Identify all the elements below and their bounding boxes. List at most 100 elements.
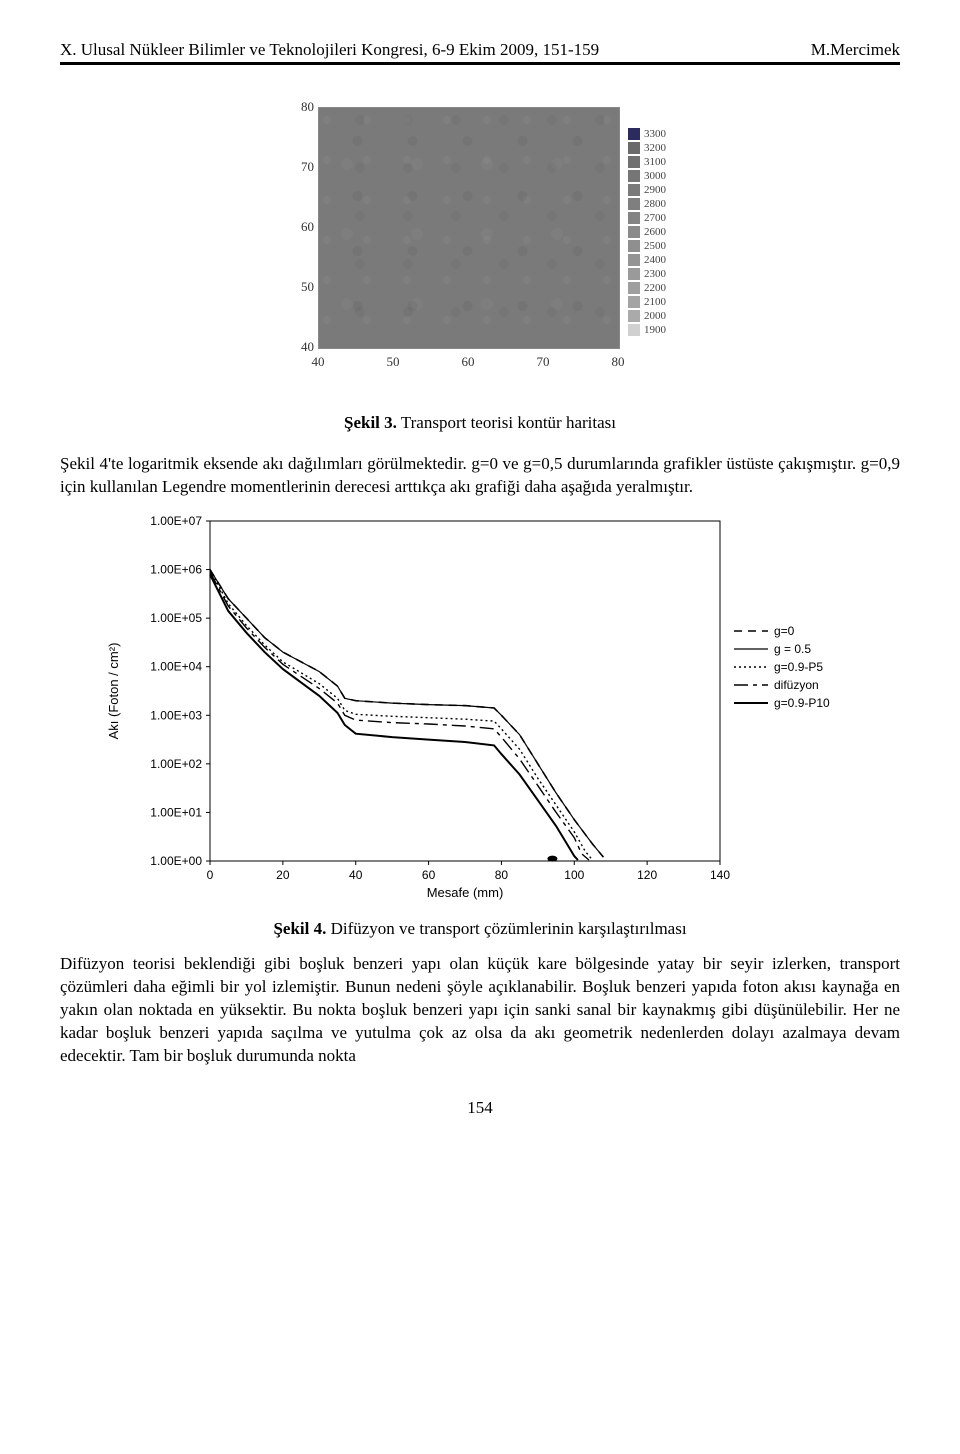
linechart-svg: 1.00E+07 1.00E+06 1.00E+05 1.00E+04 1.00E+03… — [100, 511, 860, 911]
y-tick: 60 — [292, 219, 314, 235]
y-tick-label: 1.00E+00 — [150, 854, 202, 868]
legend-entry: 3100 — [628, 155, 678, 169]
artefact-dot — [547, 855, 557, 861]
series-g=0 — [210, 569, 603, 857]
legend-entry: 2600 — [628, 225, 678, 239]
legend-swatch — [628, 170, 640, 182]
x-tick-label: 60 — [422, 868, 436, 882]
legend-entry: 3300 — [628, 127, 678, 141]
page-number: 154 — [60, 1098, 900, 1118]
legend-entry: 2900 — [628, 183, 678, 197]
x-tick-label: 100 — [564, 868, 584, 882]
legend-value: 2300 — [644, 268, 666, 280]
legend-value: 2000 — [644, 310, 666, 322]
legend-swatch — [628, 184, 640, 196]
legend-entry: 2800 — [628, 197, 678, 211]
x-tick-label: 120 — [637, 868, 657, 882]
legend-value: 3200 — [644, 142, 666, 154]
y-tick-label: 1.00E+04 — [150, 660, 202, 674]
y-tick-label: 1.00E+02 — [150, 757, 202, 771]
x-tick-label: 80 — [495, 868, 509, 882]
legend-value: 2800 — [644, 198, 666, 210]
x-tick: 60 — [462, 354, 475, 370]
series-g=0.9-P10 — [210, 574, 578, 860]
x-tick-label: 20 — [276, 868, 290, 882]
legend-entry: 2500 — [628, 239, 678, 253]
x-tick-label: 40 — [349, 868, 363, 882]
legend-label: difüzyon — [774, 678, 819, 692]
y-tick-label: 1.00E+03 — [150, 708, 202, 722]
y-tick: 70 — [292, 159, 314, 175]
legend-swatch — [628, 226, 640, 238]
x-tick: 80 — [612, 354, 625, 370]
legend-swatch — [628, 324, 640, 336]
legend-value: 2400 — [644, 254, 666, 266]
paragraph-2: Difüzyon teorisi beklendiği gibi boşluk … — [60, 953, 900, 1068]
legend-swatch — [628, 198, 640, 210]
y-tick: 40 — [292, 339, 314, 355]
y-axis-label: Akı (Foton / cm²) — [106, 642, 121, 739]
legend-swatch — [628, 142, 640, 154]
legend-label: g=0.9-P5 — [774, 660, 823, 674]
legend-value: 2600 — [644, 226, 666, 238]
figure-3-caption: Şekil 3. Transport teorisi kontür harita… — [344, 413, 616, 433]
y-tick-label: 1.00E+07 — [150, 514, 202, 528]
paragraph-1: Şekil 4'te logaritmik eksende akı dağılı… — [60, 453, 900, 499]
caption-text: Difüzyon ve transport çözümlerinin karşı… — [326, 919, 686, 938]
caption-label: Şekil 3. — [344, 413, 397, 432]
legend-value: 3100 — [644, 156, 666, 168]
legend-swatch — [628, 310, 640, 322]
x-tick: 50 — [387, 354, 400, 370]
y-tick: 80 — [292, 99, 314, 115]
plot-frame — [210, 521, 720, 861]
legend-swatch — [628, 212, 640, 224]
heatmap-plot — [318, 107, 620, 349]
caption-text: Transport teorisi kontür haritası — [397, 413, 616, 432]
header-rule — [60, 62, 900, 65]
x-tick-label: 0 — [207, 868, 214, 882]
running-head-right: M.Mercimek — [811, 40, 900, 60]
y-tick: 50 — [292, 279, 314, 295]
legend-swatch — [628, 268, 640, 280]
legend-entry: 2400 — [628, 253, 678, 267]
noise-layer — [319, 108, 619, 348]
x-axis-label: Mesafe (mm) — [427, 885, 504, 900]
x-tick: 70 — [537, 354, 550, 370]
legend-value: 2500 — [644, 240, 666, 252]
running-head-left: X. Ulusal Nükleer Bilimler ve Teknolojil… — [60, 40, 599, 60]
legend-value: 1900 — [644, 324, 666, 336]
legend-entry: 1900 — [628, 323, 678, 337]
legend-swatch — [628, 296, 640, 308]
legend-value: 2200 — [644, 282, 666, 294]
y-tick-label: 1.00E+05 — [150, 611, 202, 625]
heatmap-legend: 3300 3200 3100 300029002800 2700 2600 2500 2400… — [628, 127, 678, 337]
legend-value: 2100 — [644, 296, 666, 308]
legend-entry: 2700 — [628, 211, 678, 225]
legend-value: 2700 — [644, 212, 666, 224]
legend-entry: 3000 — [628, 169, 678, 183]
legend-label: g=0 — [774, 624, 795, 638]
legend-entry: 3200 — [628, 141, 678, 155]
legend-swatch — [628, 240, 640, 252]
series-difuzyon — [210, 572, 589, 860]
series-g=0.5 — [210, 569, 603, 857]
legend-label: g=0.9-P10 — [774, 696, 830, 710]
figure-3: 80 70 60 50 40 40 50 60 70 80 3300 3200 31… — [60, 95, 900, 433]
legend-entry: 2100 — [628, 295, 678, 309]
caption-label: Şekil 4. — [273, 919, 326, 938]
legend-swatch — [628, 254, 640, 266]
running-head: X. Ulusal Nükleer Bilimler ve Teknolojil… — [60, 40, 900, 60]
x-tick: 40 — [312, 354, 325, 370]
legend-entry: 2300 — [628, 267, 678, 281]
legend-swatch — [628, 282, 640, 294]
legend-value: 3000 — [644, 170, 666, 182]
y-tick-label: 1.00E+06 — [150, 562, 202, 576]
legend-label: g = 0.5 — [774, 642, 811, 656]
legend-value: 3300 — [644, 128, 666, 140]
heatmap: 80 70 60 50 40 40 50 60 70 80 3300 3200 31… — [270, 95, 690, 405]
legend-entry: 2200 — [628, 281, 678, 295]
page: X. Ulusal Nükleer Bilimler ve Teknolojil… — [0, 0, 960, 1138]
figure-4-caption: Şekil 4. Difüzyon ve transport çözümleri… — [60, 919, 900, 939]
legend-entry: 2000 — [628, 309, 678, 323]
y-tick-label: 1.00E+01 — [150, 805, 202, 819]
